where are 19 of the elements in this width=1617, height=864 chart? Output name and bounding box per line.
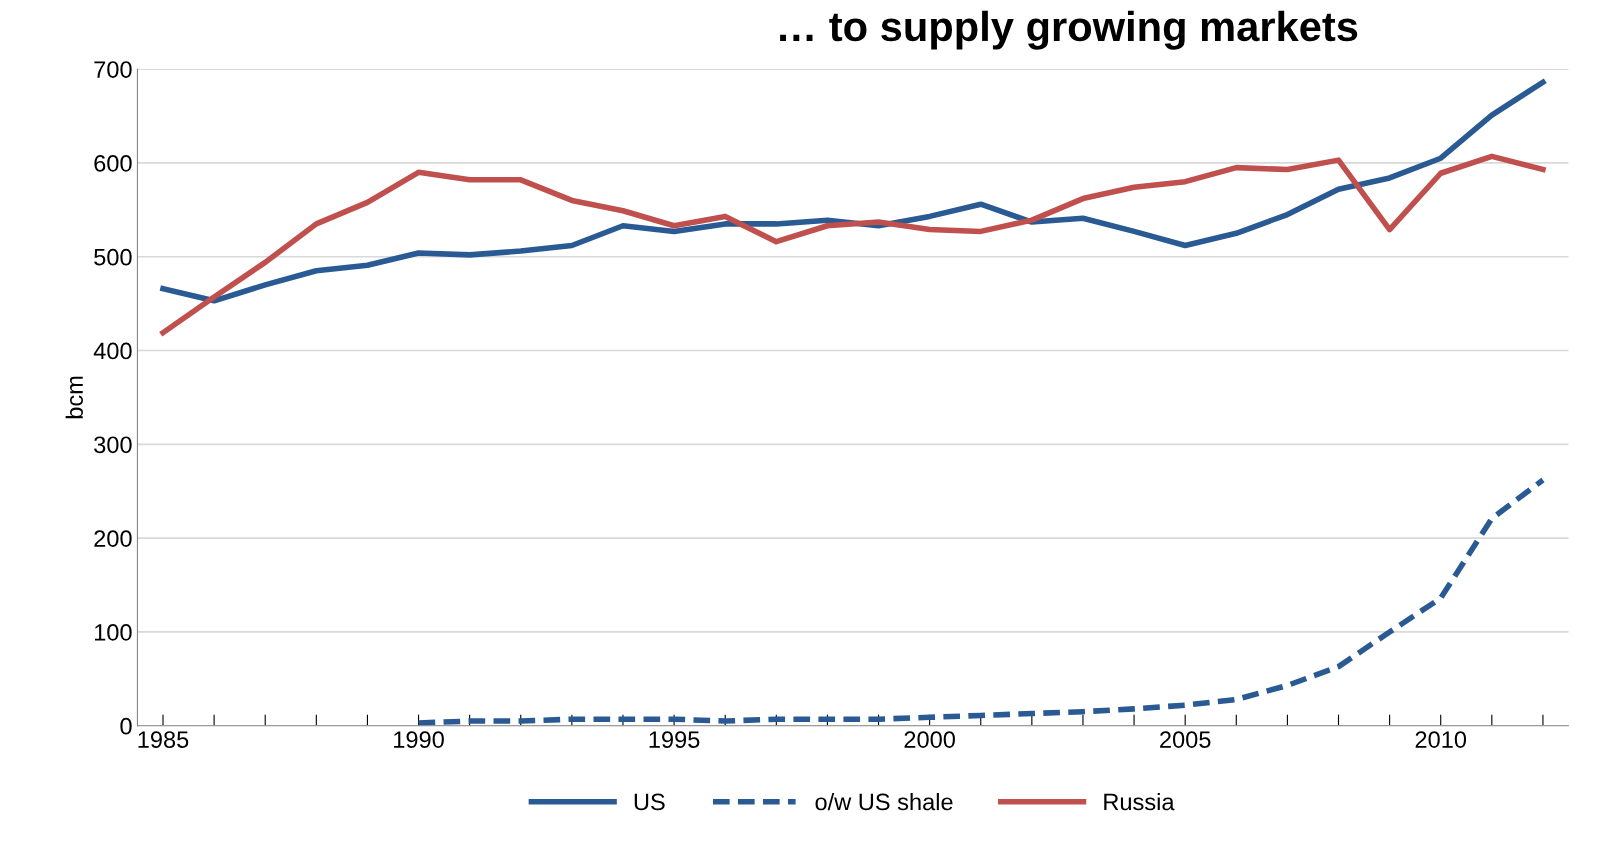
y-tick-label: 200 — [94, 530, 132, 547]
x-tick-label: 1990 — [394, 731, 444, 748]
y-tick-label: 100 — [94, 624, 132, 641]
y-tick-label: 500 — [94, 248, 132, 266]
y-tick-label: 400 — [93, 342, 132, 360]
legend-label: o/w US shale — [815, 792, 953, 811]
x-tick-label: 2005 — [1160, 731, 1211, 748]
x-tick-label: 2000 — [904, 731, 955, 748]
y-tick-label: 700 — [94, 61, 132, 78]
y-tick-label: 300 — [94, 436, 132, 454]
y-tick-label: 600 — [94, 154, 132, 172]
y-axis-title: bcm — [65, 376, 83, 419]
x-tick-label: 1985 — [138, 731, 189, 748]
x-tick-label: 1995 — [649, 731, 700, 748]
chart-title: … to supply growing markets — [780, 10, 1358, 50]
y-tick-label: 0 — [120, 717, 132, 735]
x-tick-label: 2010 — [1415, 731, 1467, 748]
legend-label: US — [634, 793, 665, 811]
legend-label: Russia — [1104, 792, 1175, 811]
